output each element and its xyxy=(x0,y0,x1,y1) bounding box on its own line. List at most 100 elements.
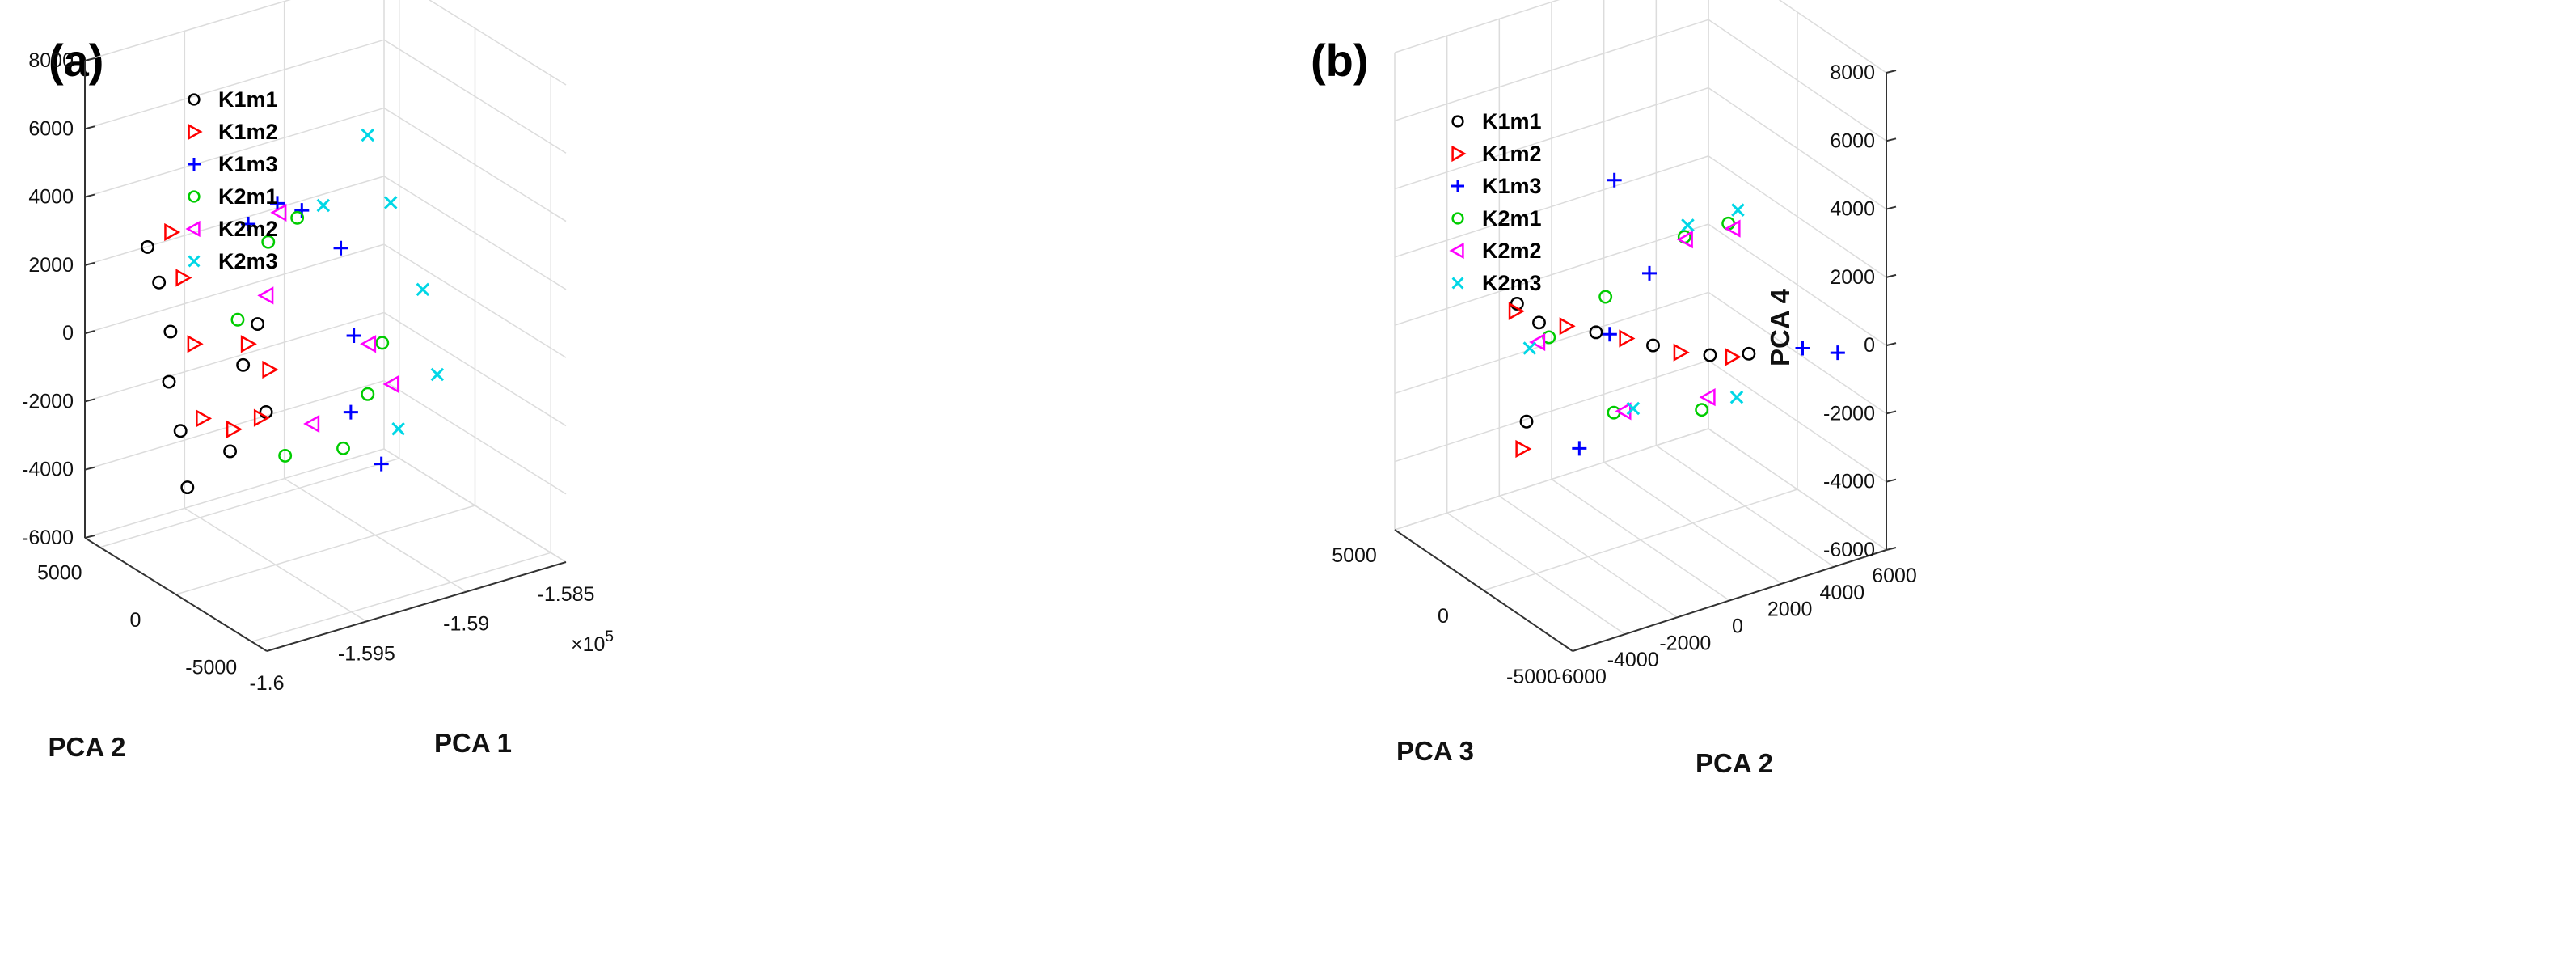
legend-marker-k1m1 xyxy=(1451,115,1464,128)
data-point-k2m1 xyxy=(375,336,390,350)
tick-z xyxy=(1886,410,1897,415)
data-point-k1m3 xyxy=(1642,265,1657,281)
data-point-k1m3 xyxy=(1795,341,1810,356)
data-point-k1m2 xyxy=(164,222,181,242)
tick-z xyxy=(84,535,95,539)
data-point-k2m2 xyxy=(1699,387,1716,407)
tick-z xyxy=(1886,547,1897,551)
data-point-k1m2 xyxy=(1673,343,1690,362)
data-point-k2m3 xyxy=(1731,203,1745,217)
tick-label-y: 0 xyxy=(1732,615,1743,638)
legend-label-k1m2: K1m2 xyxy=(1482,142,1542,166)
data-point-k2m1 xyxy=(1542,330,1556,345)
panel-a: (a) 8000 6000 4000 2000 0 -2000 -4000 -6000 -1.6… xyxy=(22,0,614,762)
tick-label-y: -5000 xyxy=(185,656,237,679)
legend-marker-k1m3 xyxy=(188,158,201,171)
data-point-k2m1 xyxy=(278,448,293,463)
gridline-z xyxy=(84,176,385,266)
tick-label-z: -6000 xyxy=(22,527,74,549)
gridline-y xyxy=(1603,462,1783,585)
data-point-k2m3 xyxy=(361,128,375,142)
legend-label-k1m1: K1m1 xyxy=(1482,109,1542,133)
legend-a: K1m1 K1m2 K1m3 K2m1 K2m2 K2m3 xyxy=(185,87,278,273)
data-point-k1m3 xyxy=(1602,327,1617,342)
legend-label-k2m3: K2m3 xyxy=(218,249,278,273)
legend-label-k1m1: K1m1 xyxy=(218,87,278,112)
data-point-k1m1 xyxy=(1646,338,1660,353)
x-exponent-label: ×105 xyxy=(571,628,614,656)
data-point-k1m3 xyxy=(241,216,256,231)
data-point-k1m3 xyxy=(1607,172,1622,188)
data-point-k2m1 xyxy=(361,387,375,401)
gridline-z xyxy=(84,311,385,403)
axis-x xyxy=(1394,529,1573,652)
tick-z xyxy=(84,330,95,335)
legend-label-k2m1: K2m1 xyxy=(218,184,278,209)
data-point-k1m2 xyxy=(262,360,279,379)
data-point-k1m3 xyxy=(1830,345,1845,361)
data-point-k1m3 xyxy=(1572,441,1587,456)
legend-label-k2m1: K2m1 xyxy=(1482,206,1542,231)
tick-label-y: 5000 xyxy=(37,562,82,585)
legend-marker-k2m1 xyxy=(1451,212,1464,225)
legend-label-k1m3: K1m3 xyxy=(218,152,278,176)
axes-a xyxy=(84,57,567,652)
legend-label-k2m2: K2m2 xyxy=(1482,239,1542,263)
marks-b xyxy=(1508,172,1845,459)
data-point-k1m1 xyxy=(180,480,195,495)
legend-marker-k2m2 xyxy=(185,220,201,238)
data-point-k2m3 xyxy=(1522,341,1537,355)
tick-label-x: -1.59 xyxy=(443,613,489,636)
gridline-y xyxy=(1655,445,1835,568)
tick-label-z: 0 xyxy=(1864,334,1875,357)
tick-z xyxy=(1886,70,1897,74)
axis-y xyxy=(84,537,268,652)
data-point-k2m1 xyxy=(261,235,276,249)
tick-label-z: 8000 xyxy=(1830,61,1875,84)
data-point-k1m3 xyxy=(270,196,285,211)
tick-z xyxy=(84,57,95,61)
legend-label-k1m3: K1m3 xyxy=(1482,174,1542,198)
data-point-k2m2 xyxy=(1529,332,1546,352)
tick-label-z: 4000 xyxy=(1830,198,1875,221)
tick-label-y: -2000 xyxy=(1659,632,1711,654)
data-point-k2m3 xyxy=(430,367,445,382)
data-point-k2m3 xyxy=(316,198,331,213)
data-point-k1m2 xyxy=(226,420,243,438)
data-point-k2m1 xyxy=(1598,290,1613,304)
tick-label-x: 5000 xyxy=(1332,544,1377,567)
tick-label-z: -4000 xyxy=(22,459,74,481)
tick-z xyxy=(84,125,95,130)
panel-b: (b) 8000 6000 4000 2000 0 -2000 -4000 -6000 5000… xyxy=(1288,0,2576,956)
tick-label-x: -1.585 xyxy=(538,583,595,606)
tick-label-x: -1.595 xyxy=(338,642,395,665)
gridline-y xyxy=(1446,512,1626,635)
grid-b xyxy=(1394,0,1887,652)
data-point-k1m2 xyxy=(1619,329,1636,348)
gridline-z xyxy=(84,0,291,61)
data-point-k2m2 xyxy=(257,286,274,305)
legend-label-k1m2: K1m2 xyxy=(218,120,278,144)
tick-z xyxy=(84,398,95,403)
axis-label-x: PCA 1 xyxy=(434,728,512,758)
tick-z xyxy=(1886,205,1897,210)
legend-label-k2m2: K2m2 xyxy=(218,217,278,241)
gridline-y xyxy=(1551,478,1730,602)
tick-label-z: 0 xyxy=(62,322,74,345)
axis-x xyxy=(266,561,567,652)
tick-label-z: -4000 xyxy=(1823,471,1875,493)
data-point-k2m2 xyxy=(360,335,377,353)
data-point-k1m1 xyxy=(141,239,154,254)
tick-label-x: 0 xyxy=(1438,605,1449,628)
tick-label-y: 0 xyxy=(130,609,141,632)
scatter3d-plot-b: 80006000400020000-2000-4000-600050000-50… xyxy=(1332,0,1917,778)
tick-label-z: -2000 xyxy=(1823,402,1875,425)
tick-z xyxy=(84,193,95,198)
data-point-k2m2 xyxy=(382,374,399,394)
legend-label-k2m3: K2m3 xyxy=(1482,271,1542,295)
data-point-k1m1 xyxy=(1510,297,1524,311)
tick-label-y: -4000 xyxy=(1607,649,1659,671)
data-point-k2m3 xyxy=(1729,390,1744,404)
legend-marker-k1m3 xyxy=(1451,180,1464,192)
data-point-k2m1 xyxy=(1695,403,1709,417)
